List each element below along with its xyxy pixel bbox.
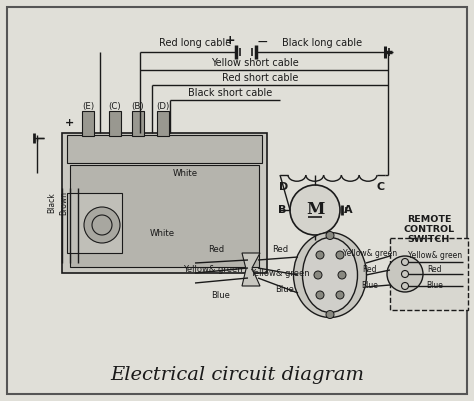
Circle shape xyxy=(338,271,346,279)
Text: Electrical circuit diagram: Electrical circuit diagram xyxy=(110,366,364,384)
Circle shape xyxy=(316,291,324,299)
Text: Yellow short cable: Yellow short cable xyxy=(211,58,299,68)
Text: Blue: Blue xyxy=(427,281,444,290)
Bar xyxy=(67,135,262,163)
Circle shape xyxy=(326,231,334,239)
Bar xyxy=(132,111,144,136)
Text: Blue: Blue xyxy=(275,286,294,294)
Text: (E): (E) xyxy=(82,103,94,111)
Circle shape xyxy=(84,207,120,243)
Text: White: White xyxy=(149,229,174,237)
Text: Yellow& green: Yellow& green xyxy=(250,269,310,277)
Text: Black long cable: Black long cable xyxy=(282,38,362,48)
Text: Black short cable: Black short cable xyxy=(188,88,272,98)
Text: C: C xyxy=(377,182,385,192)
Text: +: + xyxy=(65,118,74,128)
Circle shape xyxy=(336,291,344,299)
Bar xyxy=(62,133,267,273)
Text: Yellow& green: Yellow& green xyxy=(183,265,243,275)
Text: (B): (B) xyxy=(132,103,144,111)
Text: CONTROL: CONTROL xyxy=(403,225,455,235)
Text: Red: Red xyxy=(363,265,377,275)
Ellipse shape xyxy=(302,237,357,312)
Text: Red long cable: Red long cable xyxy=(159,38,231,48)
Text: Red short cable: Red short cable xyxy=(222,73,298,83)
Circle shape xyxy=(314,271,322,279)
Text: SWITCH: SWITCH xyxy=(408,235,450,245)
Text: +: + xyxy=(225,34,235,47)
Bar xyxy=(390,238,468,310)
Bar xyxy=(109,111,121,136)
Text: (D): (D) xyxy=(156,103,170,111)
Text: White: White xyxy=(173,168,198,178)
Circle shape xyxy=(387,256,423,292)
Text: Black: Black xyxy=(47,192,56,213)
Circle shape xyxy=(290,185,340,235)
Circle shape xyxy=(326,310,334,318)
Text: D: D xyxy=(279,182,289,192)
Text: REMOTE: REMOTE xyxy=(407,215,451,225)
Text: Red: Red xyxy=(208,245,224,255)
Ellipse shape xyxy=(293,233,366,318)
Text: B: B xyxy=(278,205,286,215)
Text: Red: Red xyxy=(272,245,288,255)
Text: Blue: Blue xyxy=(362,281,378,290)
Polygon shape xyxy=(242,253,260,286)
Bar xyxy=(157,111,169,136)
Text: Brown: Brown xyxy=(60,191,69,215)
Text: Yellow& green: Yellow& green xyxy=(343,249,397,257)
Text: Red: Red xyxy=(428,265,442,275)
Circle shape xyxy=(316,251,324,259)
Text: (C): (C) xyxy=(109,103,121,111)
Text: M: M xyxy=(306,201,324,219)
Bar xyxy=(67,193,122,253)
Text: A: A xyxy=(344,205,352,215)
Text: Blue: Blue xyxy=(211,290,230,300)
Bar xyxy=(70,165,259,267)
Text: −: − xyxy=(256,35,268,49)
Text: Yellow& green: Yellow& green xyxy=(408,251,462,261)
Bar xyxy=(82,111,94,136)
Circle shape xyxy=(336,251,344,259)
